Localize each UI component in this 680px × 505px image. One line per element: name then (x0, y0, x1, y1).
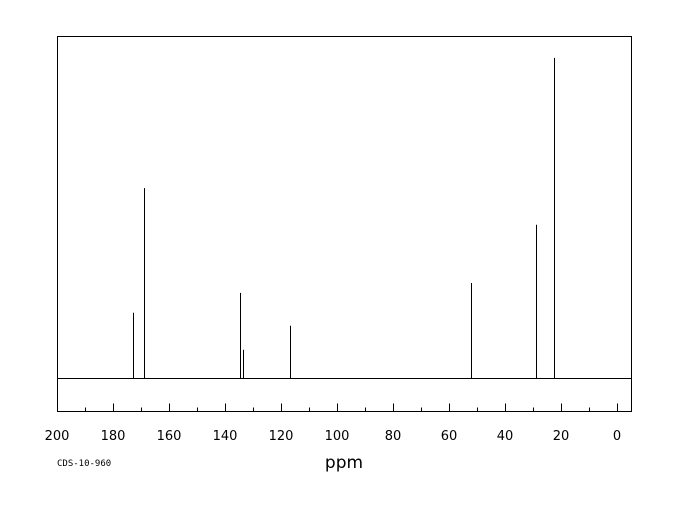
x-tick-label: 200 (45, 429, 70, 444)
x-tick-label: 160 (157, 429, 182, 444)
x-axis-tick-labels: 200 180 160 140 120 100 80 60 40 20 0 (45, 429, 622, 444)
x-tick-label: 40 (497, 429, 514, 444)
x-tick-label: 100 (325, 429, 350, 444)
x-tick-label: 80 (385, 429, 402, 444)
x-tick-label: 140 (213, 429, 238, 444)
spectrum-peaks (133, 57, 555, 379)
x-tick-label: 20 (553, 429, 570, 444)
x-tick-label: 120 (269, 429, 294, 444)
plot-frame (57, 36, 632, 412)
x-axis-ticks (57, 403, 618, 412)
x-tick-label: 60 (441, 429, 458, 444)
x-tick-label: 180 (101, 429, 126, 444)
spectrum-code-label: CDS-10-960 (57, 459, 111, 469)
x-axis-label: ppm (325, 453, 363, 473)
x-tick-label: 0 (613, 429, 621, 444)
